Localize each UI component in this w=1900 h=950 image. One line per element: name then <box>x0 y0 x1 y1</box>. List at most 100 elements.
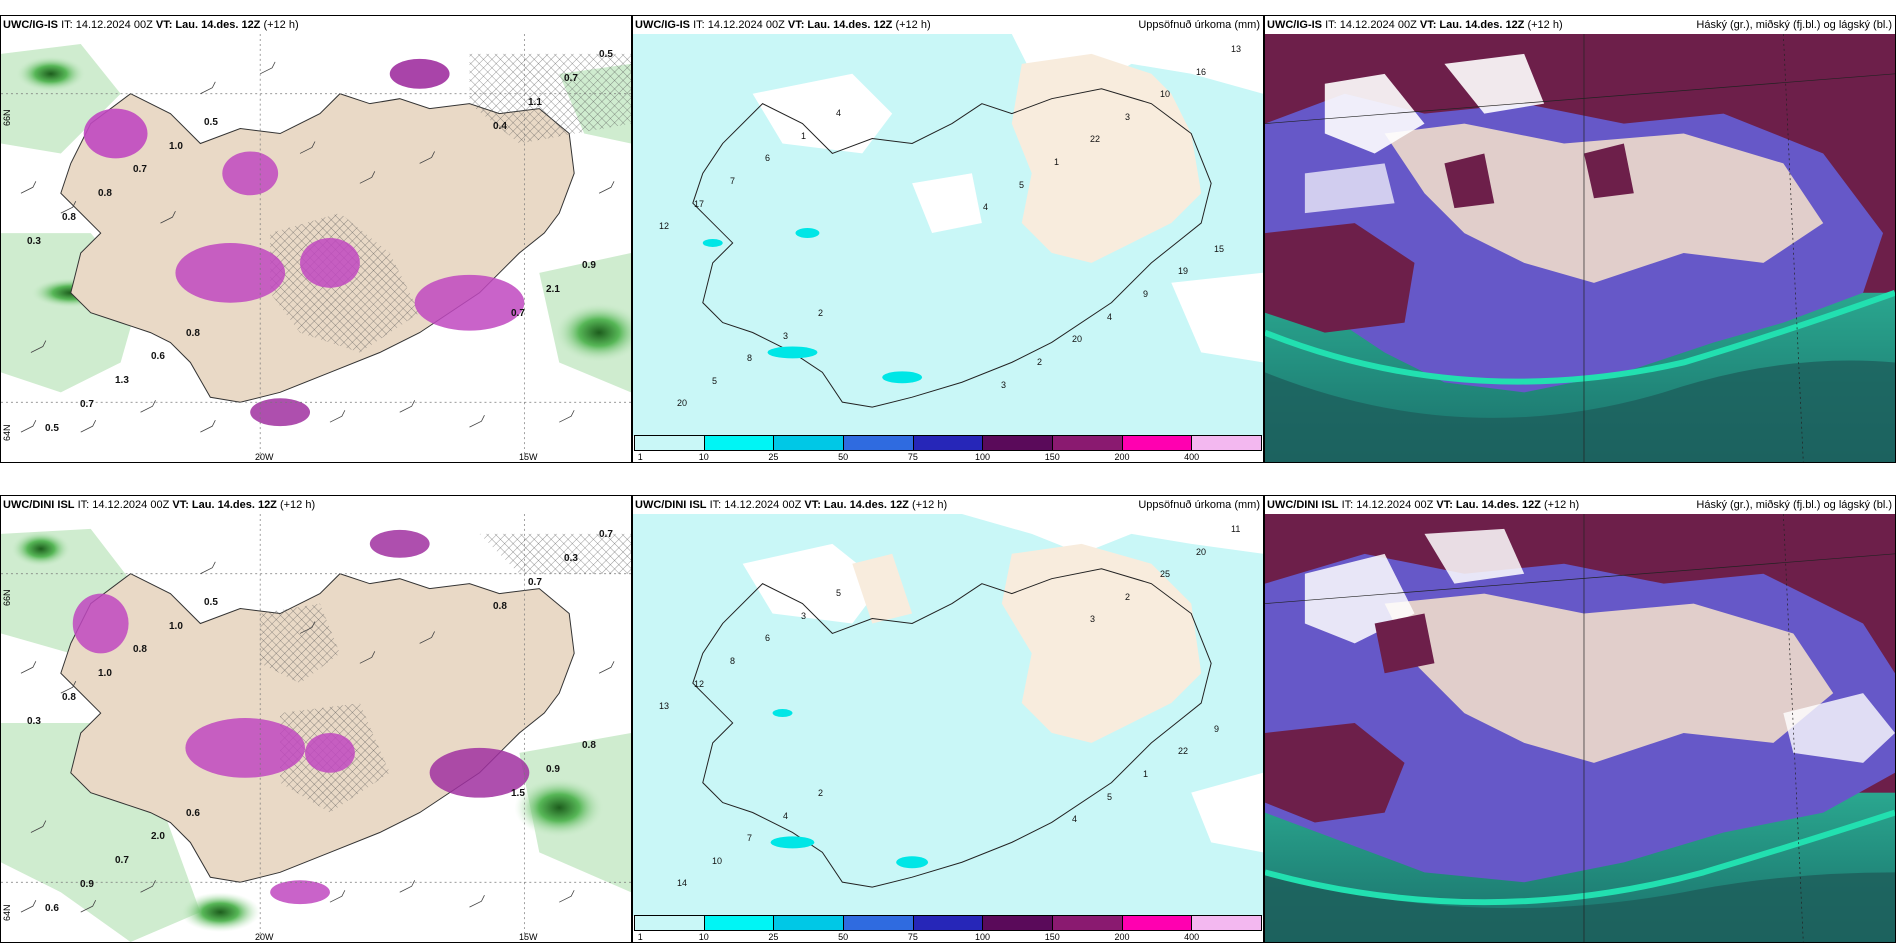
wind-value-label: 1.0 <box>169 141 183 152</box>
wind-value-labels: 0.5 0.6 1.0 2.0 0.8 0.7 1.0 0.9 0.8 0.6 0.3 0.7 0.8 0… <box>1 514 631 942</box>
panel-header: UWC/IG-IS IT: 14.12.2024 00Z VT: Lau. 14… <box>1267 19 1563 31</box>
colorbar-tick: 25 <box>768 932 779 942</box>
colorbar-segment <box>844 916 914 930</box>
panel-header: UWC/DINI ISL IT: 14.12.2024 00Z VT: Lau.… <box>1267 499 1579 511</box>
precip-value-label: 12 <box>694 679 705 689</box>
wind-value-label: 0.8 <box>62 692 76 703</box>
wind-value-label: 2.1 <box>546 284 560 295</box>
colorbar-segment <box>983 436 1054 450</box>
wind-value-label: 0.7 <box>564 73 578 84</box>
colorbar-segment <box>844 436 914 450</box>
precip-value-label: 4 <box>1107 312 1113 322</box>
wind-value-label: 1.0 <box>169 621 183 632</box>
lead-time: (+12 h) <box>279 499 316 511</box>
lead-time: (+12 h) <box>1527 19 1563 31</box>
colorbar-segment <box>635 436 705 450</box>
precip-heavy-area <box>180 892 261 933</box>
no-precip-area <box>1191 772 1263 853</box>
colorbar <box>634 915 1262 931</box>
wind-value-label: 0.7 <box>115 855 129 866</box>
precip-magenta-area <box>305 732 355 773</box>
precip-magenta-area <box>185 718 306 778</box>
valid-time: Lau. 14.des. 12Z <box>807 19 893 31</box>
precip-value-label: 13 <box>1231 44 1242 54</box>
precip-value-label: 2 <box>1125 592 1131 602</box>
precip-value-label: 2 <box>1037 357 1043 367</box>
precip-magenta-area <box>83 108 148 159</box>
precip-value-label: 20 <box>1196 547 1207 557</box>
panel-header: UWC/DINI ISL IT: 14.12.2024 00Z VT: Lau.… <box>635 499 947 511</box>
colorbar-segment <box>1053 436 1123 450</box>
high-cloud-area <box>1265 223 1415 333</box>
wind-value-label: 1.3 <box>115 375 129 386</box>
issue-time: IT: 14.12.2024 00Z <box>1325 19 1417 31</box>
colorbar-segment <box>1053 916 1123 930</box>
colorbar-tick: 75 <box>907 452 918 462</box>
panel-title: Háský (gr.), miðský (fj.bl.) og lágský (… <box>1696 499 1892 511</box>
valid-time: Lau. 14.des. 12Z <box>175 19 261 31</box>
wind-map-svg <box>1 514 631 942</box>
valid-time: Lau. 14.des. 12Z <box>1455 499 1541 511</box>
lon-label: 15W <box>519 452 538 462</box>
wind-value-label: 0.3 <box>564 553 578 564</box>
cloud-map-svg <box>1265 514 1895 942</box>
colorbar-segment <box>1192 436 1262 450</box>
high-cloud-area <box>1444 153 1495 209</box>
precip-value-label: 9 <box>1214 724 1220 734</box>
no-precip-area <box>912 173 982 234</box>
cloud-map-area <box>1265 34 1895 462</box>
precip-map-area: 4 2 1 3 6 8 7 5 17 20 12 13 15 16 19 10 9 3 4 22 20 1 2 5 3 4 <box>633 34 1263 436</box>
lead-time: (+12 h) <box>911 499 948 511</box>
wind-value-label: 0.6 <box>45 903 59 914</box>
wind-value-label: 0.5 <box>204 597 218 608</box>
iceland-coastline <box>692 88 1212 408</box>
colorbar-tick: 1 <box>637 932 643 942</box>
colorbar-tick: 200 <box>1114 932 1130 942</box>
wind-value-label: 0.9 <box>582 260 596 271</box>
precip-magenta-area <box>429 747 530 798</box>
precip-value-label: 14 <box>677 878 688 888</box>
precip-heavy-area <box>514 777 605 838</box>
lead-time: (+12 h) <box>1543 499 1580 511</box>
precip-value-label: 2 <box>818 788 824 798</box>
iceland-dry-area <box>852 553 913 624</box>
valid-label: VT: <box>172 499 189 511</box>
iceland-dry-area <box>1001 543 1202 743</box>
panel-title: Háský (gr.), miðský (fj.bl.) og lágský (… <box>1696 19 1892 31</box>
wind-value-label: 0.6 <box>151 351 165 362</box>
precip-value-label: 1 <box>1054 157 1060 167</box>
high-cloud-area <box>1265 723 1405 823</box>
no-precip-area <box>742 543 883 624</box>
precip-value-label: 5 <box>836 588 842 598</box>
colorbar-tick: 200 <box>1114 452 1130 462</box>
wind-value-label: 0.7 <box>133 164 147 175</box>
colorbar-tick: 10 <box>698 452 709 462</box>
valid-time: Lau. 14.des. 12Z <box>823 499 909 511</box>
precip-value-label: 8 <box>747 353 753 363</box>
precip-value-label: 5 <box>1107 792 1113 802</box>
precip-map-panel-bottom: 5 2 3 4 6 7 8 10 12 14 13 11 9 20 22 25 1 2 5 3 4 1 10 25 50… <box>632 495 1264 943</box>
snow-hatch-area <box>260 603 340 684</box>
colorbar-segment <box>704 916 775 930</box>
snow-hatch-area <box>479 533 631 574</box>
precip-value-label: 15 <box>1214 244 1225 254</box>
precip-value-label: 5 <box>1019 180 1025 190</box>
precip-value-label: 8 <box>730 656 736 666</box>
precip-magenta-area <box>300 238 360 288</box>
high-cloud-area <box>1374 613 1435 674</box>
source-label: UWC/IG-IS <box>635 19 690 31</box>
precip-magenta-area <box>250 398 311 427</box>
panel-header: UWC/IG-IS IT: 14.12.2024 00Z VT: Lau. 14… <box>3 19 299 31</box>
wind-value-label: 0.8 <box>62 212 76 223</box>
precip-value-label: 19 <box>1178 266 1189 276</box>
colorbar-tick: 400 <box>1184 932 1200 942</box>
clear-area <box>1324 73 1425 154</box>
valid-label: VT: <box>1419 19 1437 31</box>
lead-time: (+12 h) <box>895 19 931 31</box>
grid-line <box>1783 34 1804 462</box>
clear-area <box>1424 528 1525 584</box>
precip-value-label: 4 <box>783 811 789 821</box>
precip-highlight-area <box>795 228 820 238</box>
precip-value-label: 4 <box>836 108 842 118</box>
issue-time: IT: 14.12.2024 00Z <box>709 499 802 511</box>
